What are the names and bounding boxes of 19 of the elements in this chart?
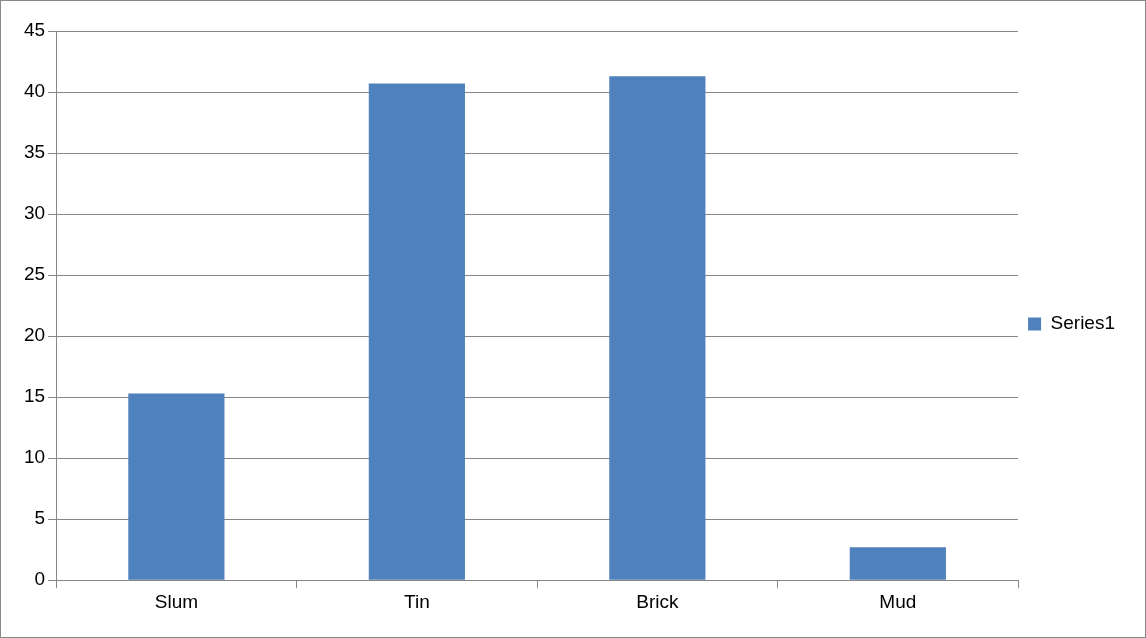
bar <box>128 393 225 580</box>
y-tick-label: 35 <box>23 141 46 163</box>
x-tick-label: Brick <box>636 590 679 612</box>
y-tick-label: 20 <box>23 324 46 346</box>
bar <box>609 76 706 580</box>
y-tick-label: 25 <box>23 263 46 285</box>
y-tick-label: 30 <box>23 202 46 224</box>
y-tick-label: 10 <box>23 446 46 468</box>
y-tick-label: 40 <box>23 80 46 102</box>
x-tick-label: Mud <box>879 590 917 612</box>
y-tick-label: 5 <box>34 507 46 529</box>
y-tick-label: 15 <box>23 385 46 407</box>
x-tick-label: Slum <box>154 590 199 612</box>
x-tick-label: Tin <box>404 590 430 612</box>
y-tick-label: 45 <box>23 19 46 41</box>
bar <box>368 83 465 580</box>
y-tick-label: 0 <box>34 568 46 590</box>
bar <box>849 547 946 580</box>
legend-label: Series1 <box>1050 312 1115 334</box>
